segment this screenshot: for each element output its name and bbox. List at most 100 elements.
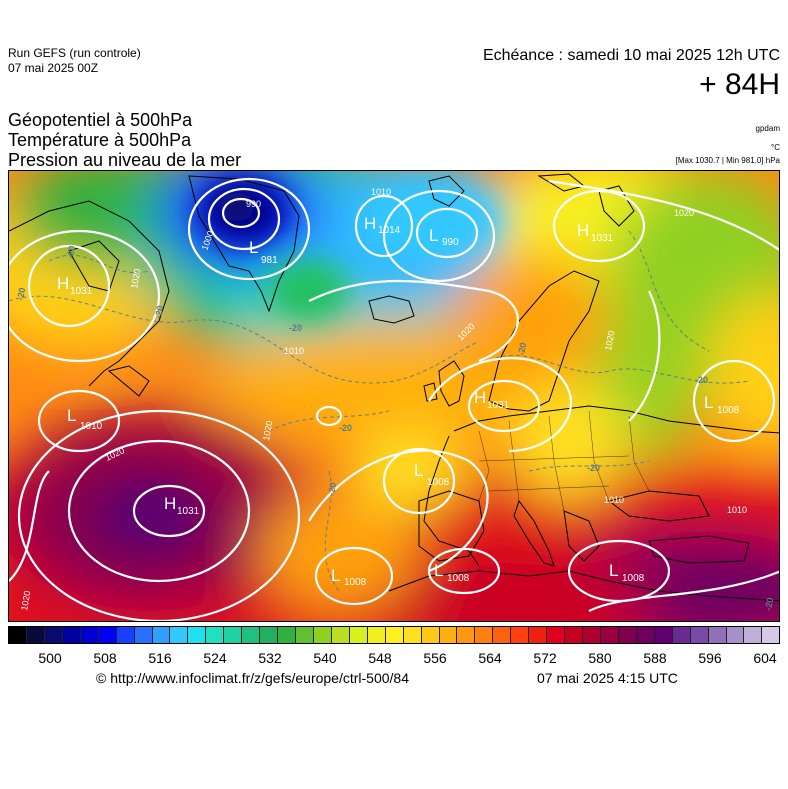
color-swatch bbox=[511, 627, 530, 643]
color-swatch bbox=[636, 627, 655, 643]
color-swatch bbox=[26, 627, 45, 643]
valid-time: Echéance : samedi 10 mai 2025 12h UTC bbox=[482, 47, 780, 64]
color-swatch bbox=[278, 627, 296, 643]
color-swatch bbox=[565, 627, 583, 643]
generation-date: 07 mai 2025 4:15 UTC bbox=[537, 670, 678, 686]
pressure-center-value: 1008 bbox=[427, 477, 450, 488]
pressure-center-letter: L bbox=[434, 561, 443, 580]
pressure-center-value: 981 bbox=[261, 255, 278, 266]
pressure-center-value: 1010 bbox=[80, 421, 103, 432]
pressure-center: L 1008 bbox=[434, 561, 470, 584]
color-swatch bbox=[457, 627, 476, 643]
isotherm-label: -20 bbox=[15, 287, 27, 302]
color-swatch bbox=[385, 627, 404, 643]
color-swatch bbox=[493, 627, 512, 643]
color-swatch bbox=[224, 627, 243, 643]
color-swatch bbox=[9, 627, 27, 643]
color-swatch bbox=[242, 627, 261, 643]
isotherm-label: -20 bbox=[587, 463, 600, 473]
field-title-temperature: Température à 500hPa bbox=[8, 130, 192, 150]
isobar-label: 1010 bbox=[727, 505, 747, 515]
isobar-label: 1020 bbox=[674, 208, 694, 218]
color-swatch bbox=[529, 627, 548, 643]
weather-map: H 1031 L 1010 L 981 H 1014 L 990 bbox=[8, 170, 780, 622]
color-swatch bbox=[708, 627, 727, 643]
color-swatch bbox=[260, 627, 279, 643]
color-swatch bbox=[654, 627, 673, 643]
color-swatch bbox=[547, 627, 566, 643]
pressure-center: L 990 bbox=[429, 226, 459, 248]
color-swatch bbox=[583, 627, 601, 643]
pressure-center: L 1008 bbox=[704, 393, 740, 416]
isotherm-label: -20 bbox=[339, 423, 352, 433]
color-scale-tick-label: 532 bbox=[258, 650, 282, 666]
pressure-center: L 981 bbox=[249, 238, 278, 266]
color-swatch bbox=[313, 627, 332, 643]
isobar-label: 1010 bbox=[604, 495, 624, 505]
color-swatch bbox=[116, 627, 135, 643]
isobars bbox=[9, 177, 779, 621]
color-scale-tick-label: 500 bbox=[38, 650, 62, 666]
color-swatch bbox=[403, 627, 422, 643]
color-scale-tick-label: 564 bbox=[478, 650, 502, 666]
color-swatch bbox=[600, 627, 619, 643]
color-scale-tick-label: 548 bbox=[368, 650, 392, 666]
color-swatch bbox=[690, 627, 709, 643]
color-scale-tick-label: 596 bbox=[698, 650, 722, 666]
isotherm-label: -20 bbox=[153, 305, 165, 320]
svg-text:1031: 1031 bbox=[177, 506, 200, 517]
color-swatch bbox=[421, 627, 440, 643]
color-swatch bbox=[62, 627, 81, 643]
color-swatch bbox=[331, 627, 350, 643]
pressure-center: L 1008 bbox=[331, 566, 367, 588]
pressure-center-value: 1014 bbox=[378, 225, 401, 236]
color-scale-bar bbox=[8, 626, 780, 644]
pressure-center-letter: L bbox=[609, 561, 618, 580]
color-swatch bbox=[44, 627, 63, 643]
color-scale-tick-label: 556 bbox=[423, 650, 447, 666]
pressure-center-value: 1031 bbox=[591, 233, 614, 244]
pressure-center: L 1008 bbox=[414, 461, 450, 488]
isobar-label: 990 bbox=[246, 199, 261, 209]
run-date: 07 mai 2025 00Z bbox=[8, 61, 99, 75]
color-swatch bbox=[439, 627, 458, 643]
pressure-center-letter: L bbox=[704, 393, 713, 412]
run-title: Run GEFS (run controle) bbox=[8, 46, 141, 60]
color-swatch bbox=[367, 627, 386, 643]
source-url: © http://www.infoclimat.fr/z/gefs/europe… bbox=[96, 670, 410, 686]
color-swatch bbox=[296, 627, 314, 643]
color-swatch bbox=[152, 627, 171, 643]
pressure-center: H 1031 bbox=[57, 274, 93, 297]
isotherm-label: -20 bbox=[326, 482, 338, 497]
isobar-label: 1010 bbox=[284, 346, 304, 356]
isotherm-labels: -30 -20 -20 -20 -20 -20 -20 -20 -20 -20 bbox=[15, 245, 775, 612]
pressure-center-letter: H bbox=[577, 221, 589, 240]
pressure-center-value: 1008 bbox=[622, 573, 645, 584]
borders bbox=[478, 410, 650, 512]
pressure-center-letter: L bbox=[249, 238, 258, 257]
pressure-center-value: 1008 bbox=[344, 577, 367, 588]
lead-time: + 84H bbox=[699, 68, 780, 101]
pressure-center-value: 1008 bbox=[447, 573, 470, 584]
pressure-center-letter: H bbox=[364, 214, 376, 233]
color-swatch bbox=[206, 627, 225, 643]
isobar-label: 1010 bbox=[371, 187, 391, 197]
isobar-label: 1020 bbox=[261, 420, 274, 441]
color-scale-tick-label: 524 bbox=[203, 650, 227, 666]
isobar-label: 1020 bbox=[129, 268, 142, 289]
color-scale-tick-label: 588 bbox=[643, 650, 667, 666]
unit-temperature: °C bbox=[771, 143, 780, 152]
pressure-center-letter: L bbox=[414, 461, 423, 480]
color-scale-tick-label: 508 bbox=[93, 650, 117, 666]
color-scale-tick-label: 516 bbox=[148, 650, 172, 666]
isobar-label: 1020 bbox=[603, 330, 616, 351]
field-title-geopotential: Géopotentiel à 500hPa bbox=[8, 110, 193, 130]
svg-text:H: H bbox=[164, 494, 176, 513]
color-swatch bbox=[726, 627, 745, 643]
isotherm-label: -30 bbox=[65, 245, 77, 260]
isotherm-label: -20 bbox=[516, 342, 528, 357]
pressure-center: H 1031 bbox=[164, 494, 200, 517]
pressure-center-letter: L bbox=[429, 226, 438, 245]
isotherm-label: -20 bbox=[695, 375, 708, 385]
pressure-center-letter: H bbox=[474, 388, 486, 407]
